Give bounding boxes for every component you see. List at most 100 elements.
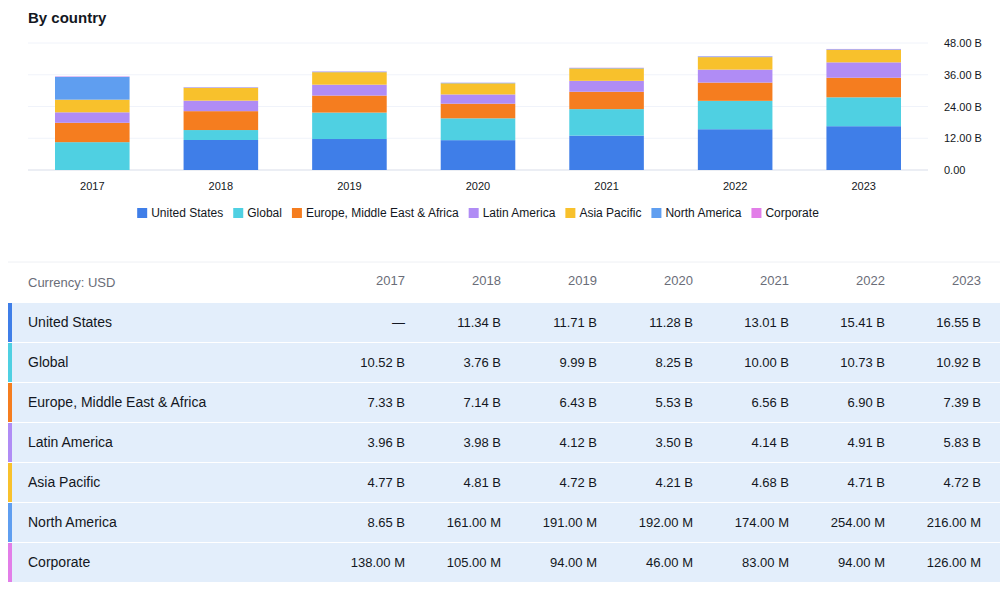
row-color-bar [8, 303, 12, 342]
legend-swatch [651, 208, 661, 218]
x-tick-label: 2018 [209, 180, 233, 192]
table-cell: 3.96 B [367, 435, 405, 450]
bar-segment [826, 62, 901, 77]
legend-swatch [469, 208, 479, 218]
table-cell: 174.00 M [735, 515, 789, 530]
table-cell: 4.14 B [751, 435, 789, 450]
bar-segment [698, 56, 773, 57]
table-cell: 4.72 B [943, 475, 981, 490]
table-cell: 46.00 M [646, 555, 693, 570]
bar-segment [184, 87, 259, 88]
row-label: North America [28, 514, 117, 530]
table-cell: 4.71 B [847, 475, 885, 490]
table-cell: 161.00 M [447, 515, 501, 530]
bar-segment [569, 67, 644, 68]
grid [28, 43, 928, 170]
table-cell: 192.00 M [639, 515, 693, 530]
table-cell: 94.00 M [838, 555, 885, 570]
table-cell: 4.12 B [559, 435, 597, 450]
bar-segment [312, 139, 387, 170]
table-row [8, 383, 1000, 422]
y-tick-label: 0.00 [944, 164, 965, 176]
table: Currency: USD201720182019202020212022202… [8, 262, 1000, 582]
legend-swatch [137, 208, 147, 218]
legend-item: Global [233, 206, 282, 220]
legend-swatch [233, 208, 243, 218]
table-cell: 83.00 M [742, 555, 789, 570]
bar-segment [312, 71, 387, 72]
bar-segment [184, 111, 259, 130]
bar-segment [826, 97, 901, 126]
legend-label: Europe, Middle East & Africa [306, 206, 459, 220]
bar-segment [826, 126, 901, 170]
bar-segment [55, 76, 130, 77]
table-cell: 4.72 B [559, 475, 597, 490]
table-cell: 6.43 B [559, 395, 597, 410]
bar-segment [569, 136, 644, 170]
table-cell: 3.98 B [463, 435, 501, 450]
bar-segment [698, 57, 773, 69]
legend-item: Europe, Middle East & Africa [292, 206, 459, 220]
x-tick-label: 2017 [80, 180, 104, 192]
table-cell: 4.81 B [463, 475, 501, 490]
bar-segment [55, 100, 130, 113]
table-cell: 8.25 B [655, 355, 693, 370]
bar-segment [441, 104, 516, 119]
bar-segment [698, 101, 773, 129]
table-row [8, 303, 1000, 342]
table-row [8, 423, 1000, 462]
table-cell: 11.71 B [553, 315, 597, 330]
bar-segment [55, 112, 130, 122]
table-cell: 94.00 M [550, 555, 597, 570]
legend-label: Asia Pacific [579, 206, 641, 220]
table-row [8, 543, 1000, 582]
table-cell: 5.53 B [655, 395, 693, 410]
bar-segment [569, 67, 644, 68]
bar-segment [698, 83, 773, 101]
table-cell: 16.55 B [936, 315, 981, 330]
table-column-header: 2022 [856, 273, 885, 288]
table-cell: 7.39 B [943, 395, 981, 410]
bar-segment [184, 88, 259, 101]
bar-segment [55, 123, 130, 142]
bar-segment [441, 82, 516, 83]
table-cell: 4.21 B [655, 475, 693, 490]
x-tick-label: 2020 [466, 180, 490, 192]
bar-segment [698, 70, 773, 83]
bar-segment [826, 50, 901, 62]
legend-item: North America [651, 206, 741, 220]
table-cell: 138.00 M [351, 555, 405, 570]
legend-label: North America [665, 206, 741, 220]
table-cell: 11.28 B [649, 315, 693, 330]
table-column-header: 2018 [472, 273, 501, 288]
table-column-header: 2019 [568, 273, 597, 288]
table-cell: 4.91 B [847, 435, 885, 450]
table-cell: 4.77 B [367, 475, 405, 490]
bar-segment [569, 68, 644, 80]
bar-segment [826, 49, 901, 51]
row-label: United States [28, 314, 112, 330]
table-cell: 9.99 B [559, 355, 597, 370]
table-separator [8, 262, 1000, 263]
legend-item: Corporate [751, 206, 819, 220]
row-label: Asia Pacific [28, 474, 100, 490]
table-cell: 4.68 B [751, 475, 789, 490]
bar-segment [569, 109, 644, 135]
table-row [8, 463, 1000, 502]
bar-segment [441, 82, 516, 84]
table-cell: 10.52 B [360, 355, 405, 370]
table-cell: 254.00 M [831, 515, 885, 530]
row-color-bar [8, 503, 12, 542]
bar-segment [55, 77, 130, 100]
table-cell: 10.73 B [840, 355, 885, 370]
bar-segment [826, 48, 901, 49]
y-tick-label: 12.00 B [944, 132, 982, 144]
table-cell: — [392, 315, 405, 330]
table-column-header: 2021 [760, 273, 789, 288]
bar-segment [184, 130, 259, 140]
grid-line [28, 74, 928, 75]
legend: United StatesGlobalEurope, Middle East &… [137, 206, 819, 220]
table-cell: 5.83 B [943, 435, 981, 450]
legend-swatch [565, 208, 575, 218]
bar-segment [698, 56, 773, 58]
